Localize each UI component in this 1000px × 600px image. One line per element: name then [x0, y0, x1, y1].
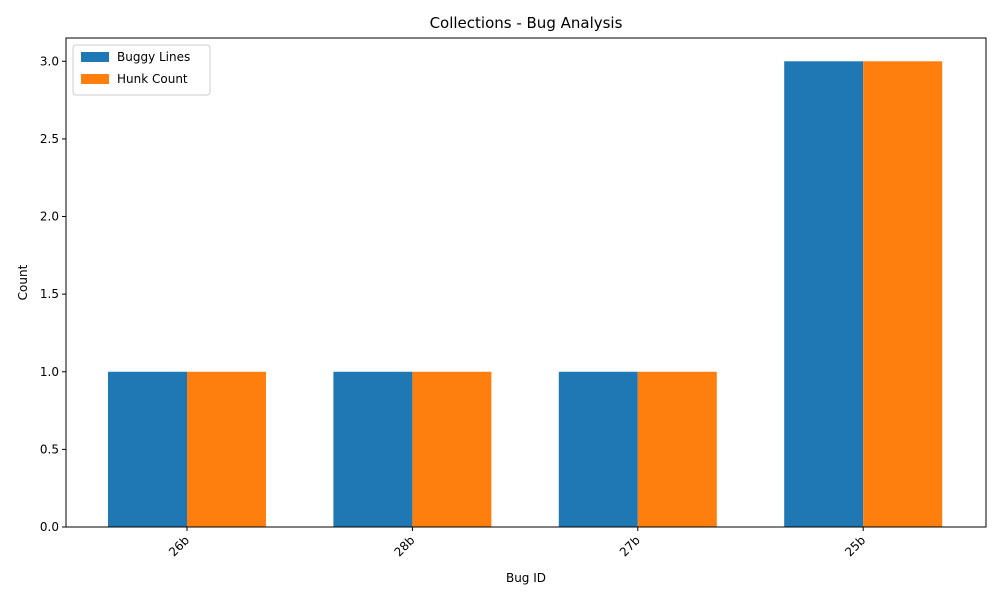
bar-hunk-count-27b: [637, 371, 717, 527]
y-tick-label: 1.0: [40, 365, 59, 379]
y-axis-title: Count: [16, 264, 30, 300]
legend-label: Hunk Count: [117, 72, 188, 86]
bar-buggy-lines-28b: [333, 371, 413, 527]
chart-title: Collections - Bug Analysis: [430, 14, 623, 32]
y-tick-label: 1.5: [40, 287, 59, 301]
x-tick-label: 25b: [842, 533, 868, 559]
y-tick-label: 2.5: [40, 132, 59, 146]
y-tick-label: 0.5: [40, 442, 59, 456]
bar-hunk-count-26b: [187, 371, 266, 527]
x-tick-label: 27b: [617, 533, 643, 559]
y-tick-label: 0.0: [40, 520, 59, 534]
bars-layer: [108, 61, 943, 528]
bar-buggy-lines-25b: [784, 61, 864, 528]
y-axis: 0.0 0.5 1.0 1.5 2.0 2.5 3.0: [40, 54, 66, 534]
x-tick-label: 26b: [166, 533, 192, 559]
legend-label: Buggy Lines: [117, 50, 190, 64]
bar-hunk-count-28b: [412, 371, 492, 527]
bar-buggy-lines-27b: [558, 371, 638, 527]
y-tick-label: 3.0: [40, 54, 59, 68]
x-tick-label: 28b: [391, 533, 417, 559]
legend-swatch: [81, 52, 109, 62]
legend-swatch: [81, 74, 109, 84]
plot-frame: [65, 37, 987, 528]
bar-hunk-count-25b: [863, 61, 943, 528]
x-axis-title: Bug ID: [506, 571, 546, 585]
bar-buggy-lines-26b: [108, 371, 187, 527]
y-tick-label: 2.0: [40, 210, 59, 224]
x-axis: 26b 28b 27b 25b: [166, 527, 868, 559]
legend: Buggy Lines Hunk Count: [72, 44, 211, 96]
